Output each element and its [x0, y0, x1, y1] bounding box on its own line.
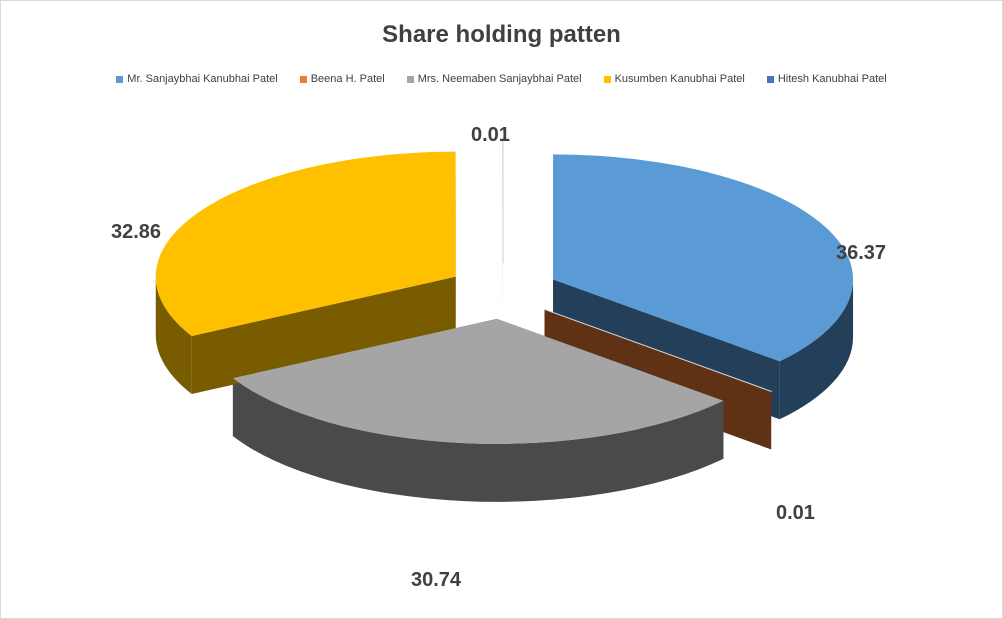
chart-title: Share holding patten — [382, 21, 621, 48]
legend: Mr. Sanjaybhai Kanubhai Patel Beena H. Pa… — [1, 73, 1002, 85]
legend-label: Mrs. Neemaben Sanjaybhai Patel — [417, 73, 582, 85]
legend-label: Beena H. Patel — [310, 73, 385, 85]
data-label: 30.74 — [411, 569, 462, 591]
slice-1 — [544, 308, 773, 392]
legend-swatch — [299, 75, 307, 83]
legend-swatch — [116, 75, 124, 83]
data-label: 0.01 — [776, 502, 815, 524]
legend-swatch — [603, 75, 611, 83]
legend-item: Beena H. Patel — [299, 73, 385, 85]
legend-swatch — [766, 75, 774, 83]
legend-item: Mr. Sanjaybhai Kanubhai Patel — [116, 73, 278, 85]
legend-item: Hitesh Kanubhai Patel — [766, 73, 887, 85]
slice-3 — [155, 151, 456, 337]
legend-label: Hitesh Kanubhai Patel — [777, 73, 887, 85]
legend-label: Mr. Sanjaybhai Kanubhai Patel — [127, 73, 278, 85]
legend-swatch — [406, 75, 414, 83]
legend-item: Mrs. Neemaben Sanjaybhai Patel — [406, 73, 582, 85]
data-label: 0.01 — [471, 124, 510, 146]
slice-side — [155, 276, 192, 395]
slice-side — [779, 279, 854, 420]
legend-item: Kusumben Kanubhai Patel — [603, 73, 745, 85]
slice-tops — [155, 137, 854, 444]
legend-label: Kusumben Kanubhai Patel — [614, 73, 745, 85]
data-label: 32.86 — [111, 221, 161, 243]
slice-2 — [232, 318, 724, 444]
data-label: 36.37 — [836, 242, 886, 264]
slice-wall — [191, 276, 456, 395]
slice-side — [232, 378, 724, 502]
slice-0 — [553, 154, 854, 362]
